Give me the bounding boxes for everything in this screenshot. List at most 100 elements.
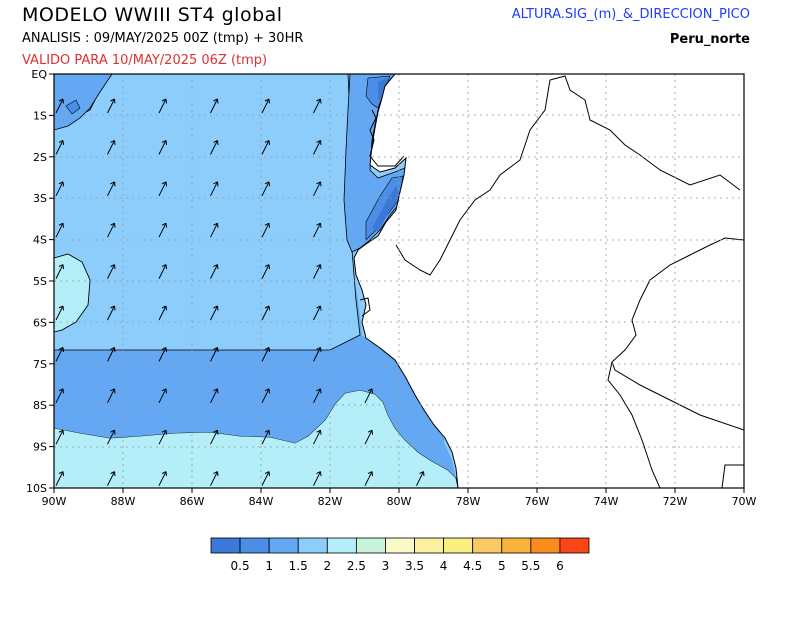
direction-arrow-icon bbox=[313, 98, 322, 114]
direction-arrow-icon bbox=[210, 305, 219, 321]
colorbar-swatch bbox=[385, 537, 415, 554]
lat-label: 9S bbox=[33, 441, 47, 454]
direction-arrow-icon bbox=[55, 222, 64, 238]
wave-band-1-5-2m-central-lower bbox=[54, 74, 361, 351]
direction-arrow-icon bbox=[55, 429, 64, 445]
direction-arrow-icon bbox=[158, 264, 167, 279]
direction-arrow-icon bbox=[261, 471, 270, 486]
direction-arrow-icon bbox=[158, 388, 167, 404]
colorbar-swatch bbox=[297, 537, 328, 554]
land-mass bbox=[353, 74, 744, 488]
peak-direction-arrows bbox=[55, 98, 425, 486]
variable-name: ALTURA.SIG_(m)_&_DIRECCION_PICO bbox=[511, 7, 750, 22]
direction-arrow-icon bbox=[313, 139, 322, 155]
colorbar: 0.5 1 1.5 2 2.5 3 3.5 4 4.5 5 5.5 6 bbox=[210, 537, 590, 573]
lat-label: 5S bbox=[33, 275, 47, 288]
colorbar-swatch bbox=[326, 537, 357, 554]
direction-arrow-icon bbox=[158, 429, 167, 445]
lat-label: EQ bbox=[31, 68, 47, 81]
direction-arrow-icon bbox=[313, 388, 322, 404]
direction-arrow-icon bbox=[107, 388, 116, 404]
direction-arrow-icon bbox=[55, 305, 64, 321]
direction-arrow-icon bbox=[107, 471, 116, 486]
direction-arrow-icon bbox=[55, 471, 64, 486]
direction-arrow-icon bbox=[261, 139, 270, 155]
direction-arrow-icon bbox=[158, 305, 167, 321]
direction-arrow-icon bbox=[55, 388, 64, 404]
lon-label: 88W bbox=[111, 495, 136, 508]
colorbar-swatch bbox=[530, 537, 561, 554]
direction-arrow-icon bbox=[261, 346, 270, 362]
direction-arrow-icon bbox=[55, 181, 64, 197]
direction-arrow-icon bbox=[158, 471, 167, 486]
direction-arrow-icon bbox=[107, 139, 116, 155]
map-title: MODELO WWIII ST4 global bbox=[22, 4, 283, 26]
direction-arrow-icon bbox=[107, 346, 116, 362]
lon-label: 80W bbox=[387, 495, 412, 508]
direction-arrow-icon bbox=[313, 429, 322, 445]
colorbar-label: 4.5 bbox=[463, 559, 482, 573]
wave-patch-0-5-1m-nw bbox=[65, 99, 81, 115]
direction-arrow-icon bbox=[416, 471, 425, 486]
direction-arrow-icon bbox=[210, 98, 219, 114]
direction-arrow-icon bbox=[364, 388, 373, 404]
lat-label: 8S bbox=[33, 399, 47, 412]
direction-arrow-icon bbox=[261, 98, 270, 114]
lon-label: 78W bbox=[456, 495, 481, 508]
wave-patch-1-1-5m-nw bbox=[54, 74, 113, 131]
lat-label: 1S bbox=[33, 109, 47, 122]
colorbar-label: 1 bbox=[265, 559, 273, 573]
direction-arrow-icon bbox=[313, 471, 322, 486]
colorbar-label: 5 bbox=[498, 559, 506, 573]
lon-label: 86W bbox=[180, 495, 205, 508]
colorbar-swatch bbox=[268, 537, 299, 554]
direction-arrow-icon bbox=[55, 98, 64, 114]
lon-label: 72W bbox=[663, 495, 688, 508]
lat-label: 4S bbox=[33, 234, 47, 247]
region-name: Peru_norte bbox=[669, 32, 750, 47]
colorbar-swatch bbox=[355, 537, 386, 554]
direction-arrow-icon bbox=[261, 181, 270, 197]
direction-arrow-icon bbox=[210, 222, 219, 238]
direction-arrow-icon bbox=[210, 429, 219, 445]
direction-arrow-icon bbox=[107, 429, 116, 445]
direction-arrow-icon bbox=[261, 222, 270, 238]
direction-arrow-icon bbox=[55, 139, 64, 155]
direction-arrow-icon bbox=[55, 264, 64, 279]
colorbar-label: 6 bbox=[556, 559, 564, 573]
coastline bbox=[359, 109, 405, 317]
direction-arrow-icon bbox=[313, 346, 322, 362]
lon-label: 90W bbox=[42, 495, 67, 508]
country-borders bbox=[395, 75, 744, 488]
direction-arrow-icon bbox=[210, 181, 219, 197]
direction-arrow-icon bbox=[364, 471, 373, 486]
lat-label: 10S bbox=[26, 482, 47, 495]
lat-label: 6S bbox=[33, 316, 47, 329]
latitude-labels: EQ 1S 2S 3S 4S 5S 6S 7S 8S 9S 10S bbox=[26, 68, 54, 495]
direction-arrow-icon bbox=[261, 429, 270, 445]
lon-label: 84W bbox=[249, 495, 274, 508]
colorbar-label: 1.5 bbox=[289, 559, 308, 573]
lat-label: 7S bbox=[33, 358, 47, 371]
direction-arrow-icon bbox=[158, 346, 167, 362]
direction-arrow-icon bbox=[107, 305, 116, 321]
direction-arrow-icon bbox=[158, 222, 167, 238]
lon-label: 76W bbox=[525, 495, 550, 508]
colorbar-swatch bbox=[559, 537, 590, 554]
direction-arrow-icon bbox=[158, 98, 167, 114]
direction-arrow-icon bbox=[55, 346, 64, 362]
lon-label: 82W bbox=[318, 495, 343, 508]
direction-arrow-icon bbox=[261, 388, 270, 404]
direction-arrow-icon bbox=[107, 222, 116, 238]
wave-patch-2-2-5m-west-top bbox=[54, 253, 91, 333]
direction-arrow-icon bbox=[364, 429, 373, 445]
direction-arrow-icon bbox=[210, 471, 219, 486]
lon-label: 74W bbox=[594, 495, 619, 508]
longitude-labels: 90W 88W 86W 84W 82W 80W 78W 76W 74W 72W 70W bbox=[42, 488, 757, 508]
colorbar-label: 0.5 bbox=[231, 559, 250, 573]
map-plot-area bbox=[54, 74, 744, 488]
direction-arrow-icon bbox=[158, 139, 167, 155]
lat-label: 2S bbox=[33, 151, 47, 164]
direction-arrow-icon bbox=[313, 264, 322, 279]
